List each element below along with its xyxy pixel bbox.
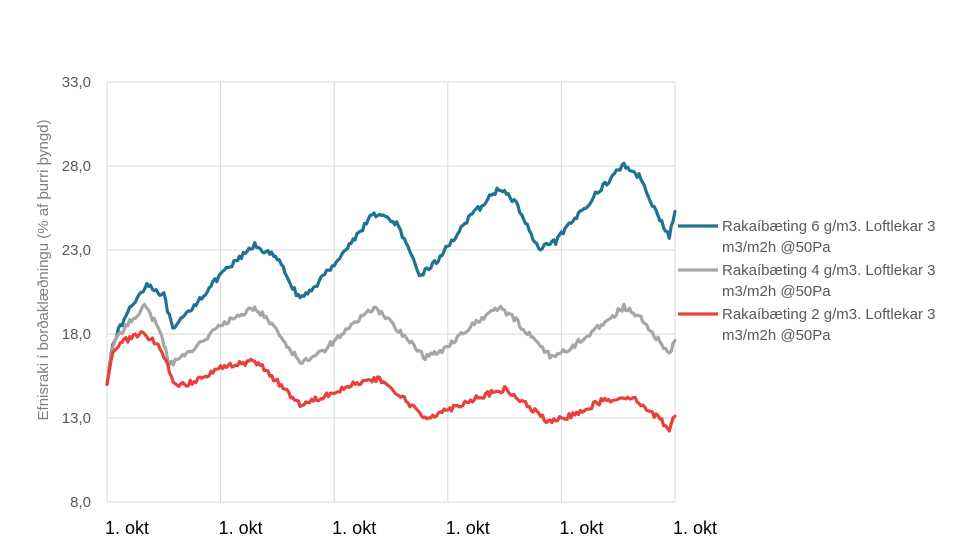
y-tick-label: 8,0 bbox=[70, 494, 91, 511]
y-axis-label: Efnisraki í borðaklæðningu (% af þurri þ… bbox=[35, 120, 52, 421]
legend-entry: Rakaíbæting 4 g/m3. Loftlekar 3 m3/m2h @5… bbox=[678, 262, 935, 300]
x-tick-label: 1. okt bbox=[446, 518, 490, 538]
x-tick-label: 1. okt bbox=[105, 518, 149, 538]
y-axis-ticks: 8,0 13,0 18,0 23,0 28,0 33,0 bbox=[62, 74, 91, 511]
series-line-3 bbox=[105, 330, 677, 433]
x-tick-label: 1. okt bbox=[219, 518, 263, 538]
legend-label: Rakaíbæting 4 g/m3. Loftlekar 3 bbox=[722, 262, 935, 279]
x-tick-label: 1. okt bbox=[332, 518, 376, 538]
legend-entry: Rakaíbæting 6 g/m3. Loftlekar 3 m3/m2h @5… bbox=[678, 218, 935, 256]
y-tick-label: 23,0 bbox=[62, 242, 91, 259]
series-line-1 bbox=[105, 161, 677, 386]
legend-label-cont: m3/m2h @50Pa bbox=[722, 283, 831, 300]
x-axis-ticks: 1. okt 1. okt 1. okt 1. okt 1. okt 1. okt bbox=[105, 518, 717, 538]
legend-label-cont: m3/m2h @50Pa bbox=[722, 327, 831, 344]
legend-label: Rakaíbæting 2 g/m3. Loftlekar 3 bbox=[722, 306, 935, 323]
x-tick-label: 1. okt bbox=[673, 518, 717, 538]
series-line-2 bbox=[105, 302, 677, 386]
legend-entry: Rakaíbæting 2 g/m3. Loftlekar 3 m3/m2h @5… bbox=[678, 306, 935, 344]
series-lines bbox=[105, 161, 677, 433]
grid bbox=[106, 81, 676, 503]
y-tick-label: 33,0 bbox=[62, 74, 91, 91]
legend: Rakaíbæting 6 g/m3. Loftlekar 3 m3/m2h @5… bbox=[678, 218, 935, 344]
legend-label-cont: m3/m2h @50Pa bbox=[722, 239, 831, 256]
legend-label: Rakaíbæting 6 g/m3. Loftlekar 3 bbox=[722, 218, 935, 235]
y-tick-label: 18,0 bbox=[62, 326, 91, 343]
x-tick-label: 1. okt bbox=[559, 518, 603, 538]
y-tick-label: 13,0 bbox=[62, 410, 91, 427]
y-tick-label: 28,0 bbox=[62, 158, 91, 175]
